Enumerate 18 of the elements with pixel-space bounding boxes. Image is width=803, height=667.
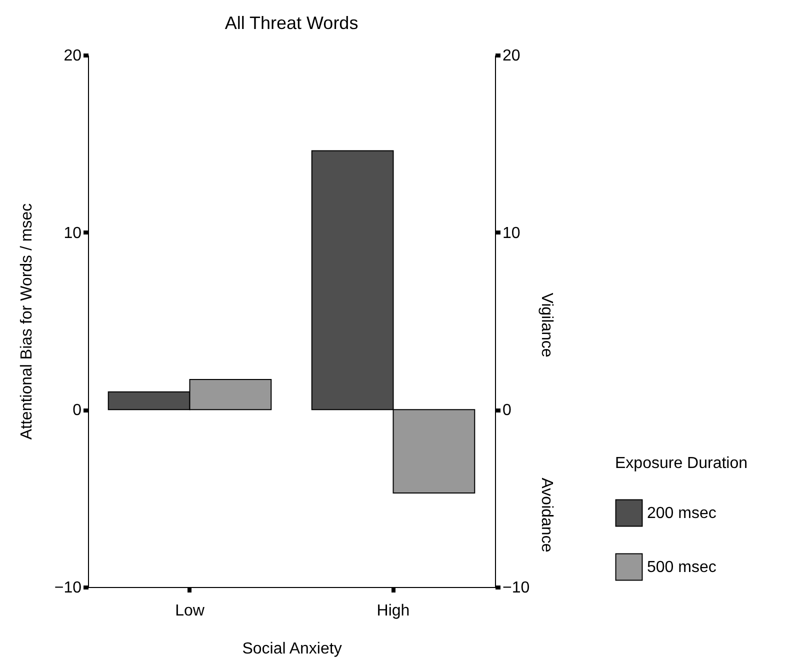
legend-label: 200 msec (647, 505, 716, 522)
text: Avoidance (538, 478, 555, 552)
y-tick-label: −10 (54, 580, 82, 596)
x-tick-label: High (376, 602, 410, 620)
y-tick-label: 0 (72, 402, 82, 420)
text: Vigilance (538, 292, 555, 358)
x-tick-label: Low (175, 602, 205, 620)
y2-tick-label: 10 (502, 224, 520, 242)
y2-tick-label: 20 (502, 48, 520, 64)
y-tick-label: 10 (64, 224, 82, 242)
y-tick-label: 20 (64, 48, 82, 64)
legend-label: 500 msec (647, 559, 716, 576)
y2-tick-label: 0 (502, 402, 512, 420)
legend-title: Exposure Duration (615, 455, 748, 472)
y-axis-title: Attentional Bias for Words / msec (18, 203, 36, 440)
chart-title: All Threat Words (224, 13, 358, 33)
y2-tick-label: −10 (502, 580, 530, 596)
x-axis-title: Social Anxiety (242, 640, 342, 658)
